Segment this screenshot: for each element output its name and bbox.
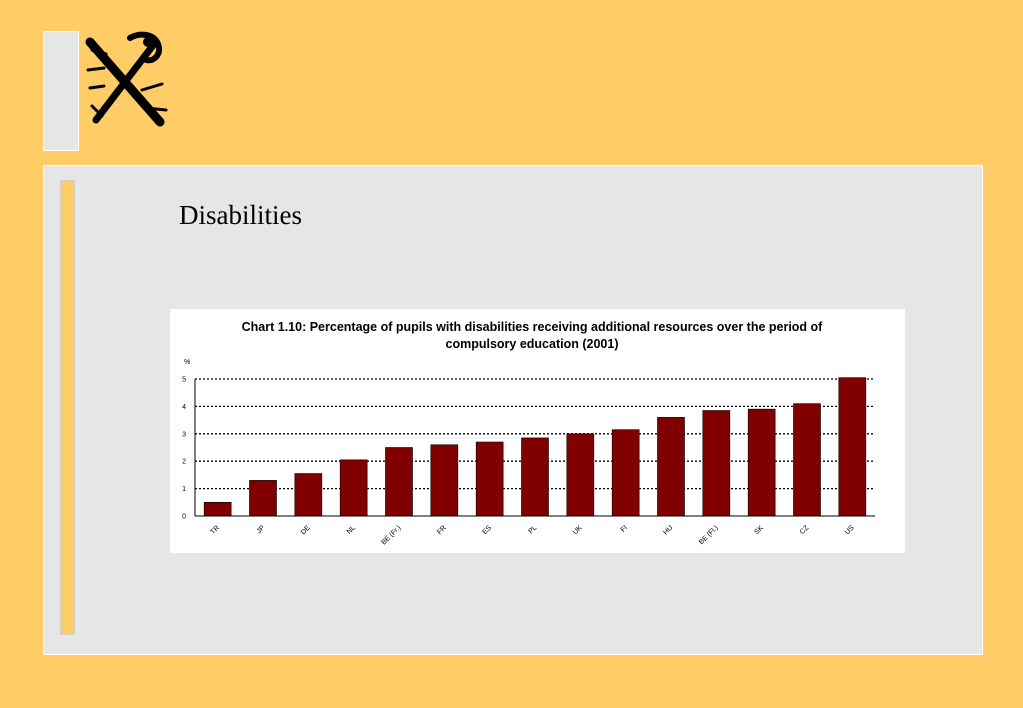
y-tick-label: 2 xyxy=(182,459,186,466)
x-tick-label: PL xyxy=(527,524,538,535)
x-tick-label: UK xyxy=(572,524,584,536)
bar xyxy=(203,502,232,517)
bar xyxy=(475,441,504,517)
bar xyxy=(430,444,459,517)
chart-title-line-1: Chart 1.10: Percentage of pupils with di… xyxy=(242,320,824,334)
y-tick-label: 0 xyxy=(182,514,186,521)
x-tick-label: US xyxy=(844,524,856,536)
x-tick-label: FR xyxy=(436,524,448,536)
bar xyxy=(657,417,685,517)
side-accent-bar xyxy=(60,180,75,635)
y-tick-labels: 0 1 2 3 4 5 xyxy=(182,377,186,521)
bar xyxy=(611,429,640,517)
x-tick-label: NL xyxy=(346,524,357,535)
x-tick-labels: TR JP DE NL BE (Fr.) FR ES PL UK FI HU BE (Fl.) SK CZ… xyxy=(210,524,856,547)
x-tick-label: BE (Fr.) xyxy=(380,524,402,546)
slide-title: Disabilities xyxy=(179,200,302,230)
bar-chart: Chart 1.10: Percentage of pupils with di… xyxy=(182,320,875,547)
y-axis-label: % xyxy=(184,359,190,366)
x-tick-label: ES xyxy=(482,524,494,536)
y-tick-label: 3 xyxy=(182,431,186,438)
bar xyxy=(793,403,821,517)
x-tick-label: BE (Fl.) xyxy=(698,524,720,546)
bar xyxy=(702,410,731,517)
x-tick-label: SK xyxy=(754,524,766,536)
bar xyxy=(747,408,776,517)
bar xyxy=(249,480,277,517)
y-tick-label: 4 xyxy=(182,404,186,411)
x-tick-label: FI xyxy=(620,524,629,533)
y-tick-label: 5 xyxy=(182,377,186,384)
x-tick-label: JP xyxy=(256,524,267,535)
x-tick-label: HU xyxy=(662,524,674,536)
bar xyxy=(566,433,595,517)
bar xyxy=(838,377,867,517)
x-tick-label: DE xyxy=(300,524,312,536)
heraldic-lion-emblem-icon xyxy=(85,31,168,127)
bar xyxy=(294,473,323,517)
y-tick-label: 1 xyxy=(182,486,186,493)
logo-frame xyxy=(43,31,79,151)
bar xyxy=(521,437,549,517)
bar xyxy=(339,459,368,517)
x-tick-label: TR xyxy=(210,524,222,536)
chart-card: Chart 1.10: Percentage of pupils with di… xyxy=(170,309,905,553)
bar xyxy=(385,447,413,517)
chart-title-line-2: compulsory education (2001) xyxy=(446,337,619,351)
bars xyxy=(203,377,867,517)
x-tick-label: CZ xyxy=(799,524,811,536)
